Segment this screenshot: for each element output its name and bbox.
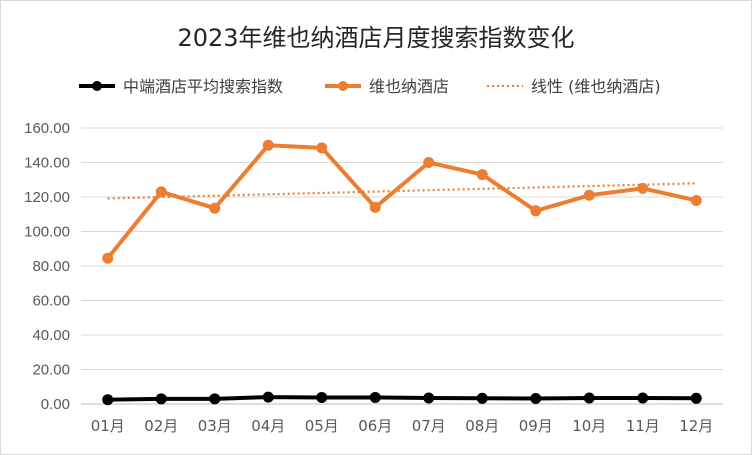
- chart-title: 2023年维也纳酒店月度搜索指数变化: [177, 24, 574, 52]
- data-point: [423, 157, 435, 168]
- x-tick-label: 08月: [465, 417, 499, 435]
- data-point: [262, 391, 274, 403]
- legend-item-trendline: 线性 (维也纳酒店): [487, 77, 661, 96]
- data-point: [316, 391, 328, 403]
- series-1: [102, 391, 702, 406]
- legend-item-series-1: 中端酒店平均搜索指数: [79, 77, 283, 96]
- data-point: [476, 392, 488, 404]
- data-point: [530, 392, 542, 404]
- plot-area: [102, 139, 702, 406]
- data-point: [316, 142, 328, 154]
- legend-label: 维也纳酒店: [369, 77, 449, 96]
- data-point: [209, 202, 221, 214]
- y-axis: 0.00 20.00 40.00 60.00 80.00 100.00 120.00 140.…: [24, 120, 70, 413]
- data-point: [583, 189, 595, 201]
- x-tick-label: 10月: [572, 417, 606, 435]
- series-line: [107, 395, 697, 402]
- data-point: [637, 392, 649, 404]
- legend-label: 线性 (维也纳酒店): [531, 77, 661, 96]
- legend: 中端酒店平均搜索指数 维也纳酒店 线性 (维也纳酒店): [79, 77, 661, 96]
- x-tick-label: 06月: [358, 417, 392, 435]
- data-point: [583, 392, 595, 404]
- y-tick-label: 120.00: [24, 189, 70, 206]
- data-point: [155, 186, 167, 198]
- x-tick-label: 05月: [305, 417, 339, 435]
- data-point: [423, 392, 435, 404]
- x-tick-label: 09月: [519, 417, 553, 435]
- x-tick-label: 12月: [679, 417, 713, 435]
- legend-swatch-marker: [338, 81, 348, 91]
- y-tick-label: 140.00: [24, 155, 70, 172]
- data-point: [262, 139, 274, 151]
- data-point: [155, 393, 167, 405]
- x-tick-label: 02月: [144, 417, 178, 435]
- data-point: [690, 392, 702, 404]
- data-point: [102, 394, 114, 406]
- data-point: [209, 393, 221, 405]
- y-tick-label: 60.00: [32, 293, 70, 310]
- y-tick-label: 160.00: [24, 120, 70, 137]
- legend-item-series-2: 维也纳酒店: [325, 77, 449, 96]
- trendline: [107, 182, 697, 200]
- x-tick-label: 03月: [198, 417, 232, 435]
- data-point: [102, 252, 114, 264]
- data-point: [637, 182, 649, 194]
- gridlines: [81, 127, 723, 405]
- legend-label: 中端酒店平均搜索指数: [123, 77, 283, 96]
- x-tick-label: 04月: [251, 417, 285, 435]
- trendline-line: [107, 182, 697, 200]
- y-tick-label: 40.00: [32, 327, 70, 344]
- data-point: [530, 205, 542, 217]
- x-tick-label: 07月: [412, 417, 446, 435]
- data-point: [369, 201, 381, 213]
- series-line: [106, 143, 697, 260]
- data-point: [476, 169, 488, 181]
- y-tick-label: 20.00: [32, 362, 70, 379]
- data-point: [369, 391, 381, 403]
- data-point: [690, 194, 702, 206]
- x-tick-label: 01月: [91, 417, 125, 435]
- series-2: [102, 139, 702, 264]
- y-tick-label: 100.00: [24, 224, 70, 241]
- x-axis: 01月 02月 03月 04月 05月 06月 07月 08月 09月 10月 11月 12月: [91, 417, 714, 435]
- x-tick-label: 11月: [626, 417, 660, 435]
- y-tick-label: 0.00: [41, 396, 70, 413]
- y-tick-label: 80.00: [32, 258, 70, 275]
- legend-swatch-marker: [92, 81, 102, 91]
